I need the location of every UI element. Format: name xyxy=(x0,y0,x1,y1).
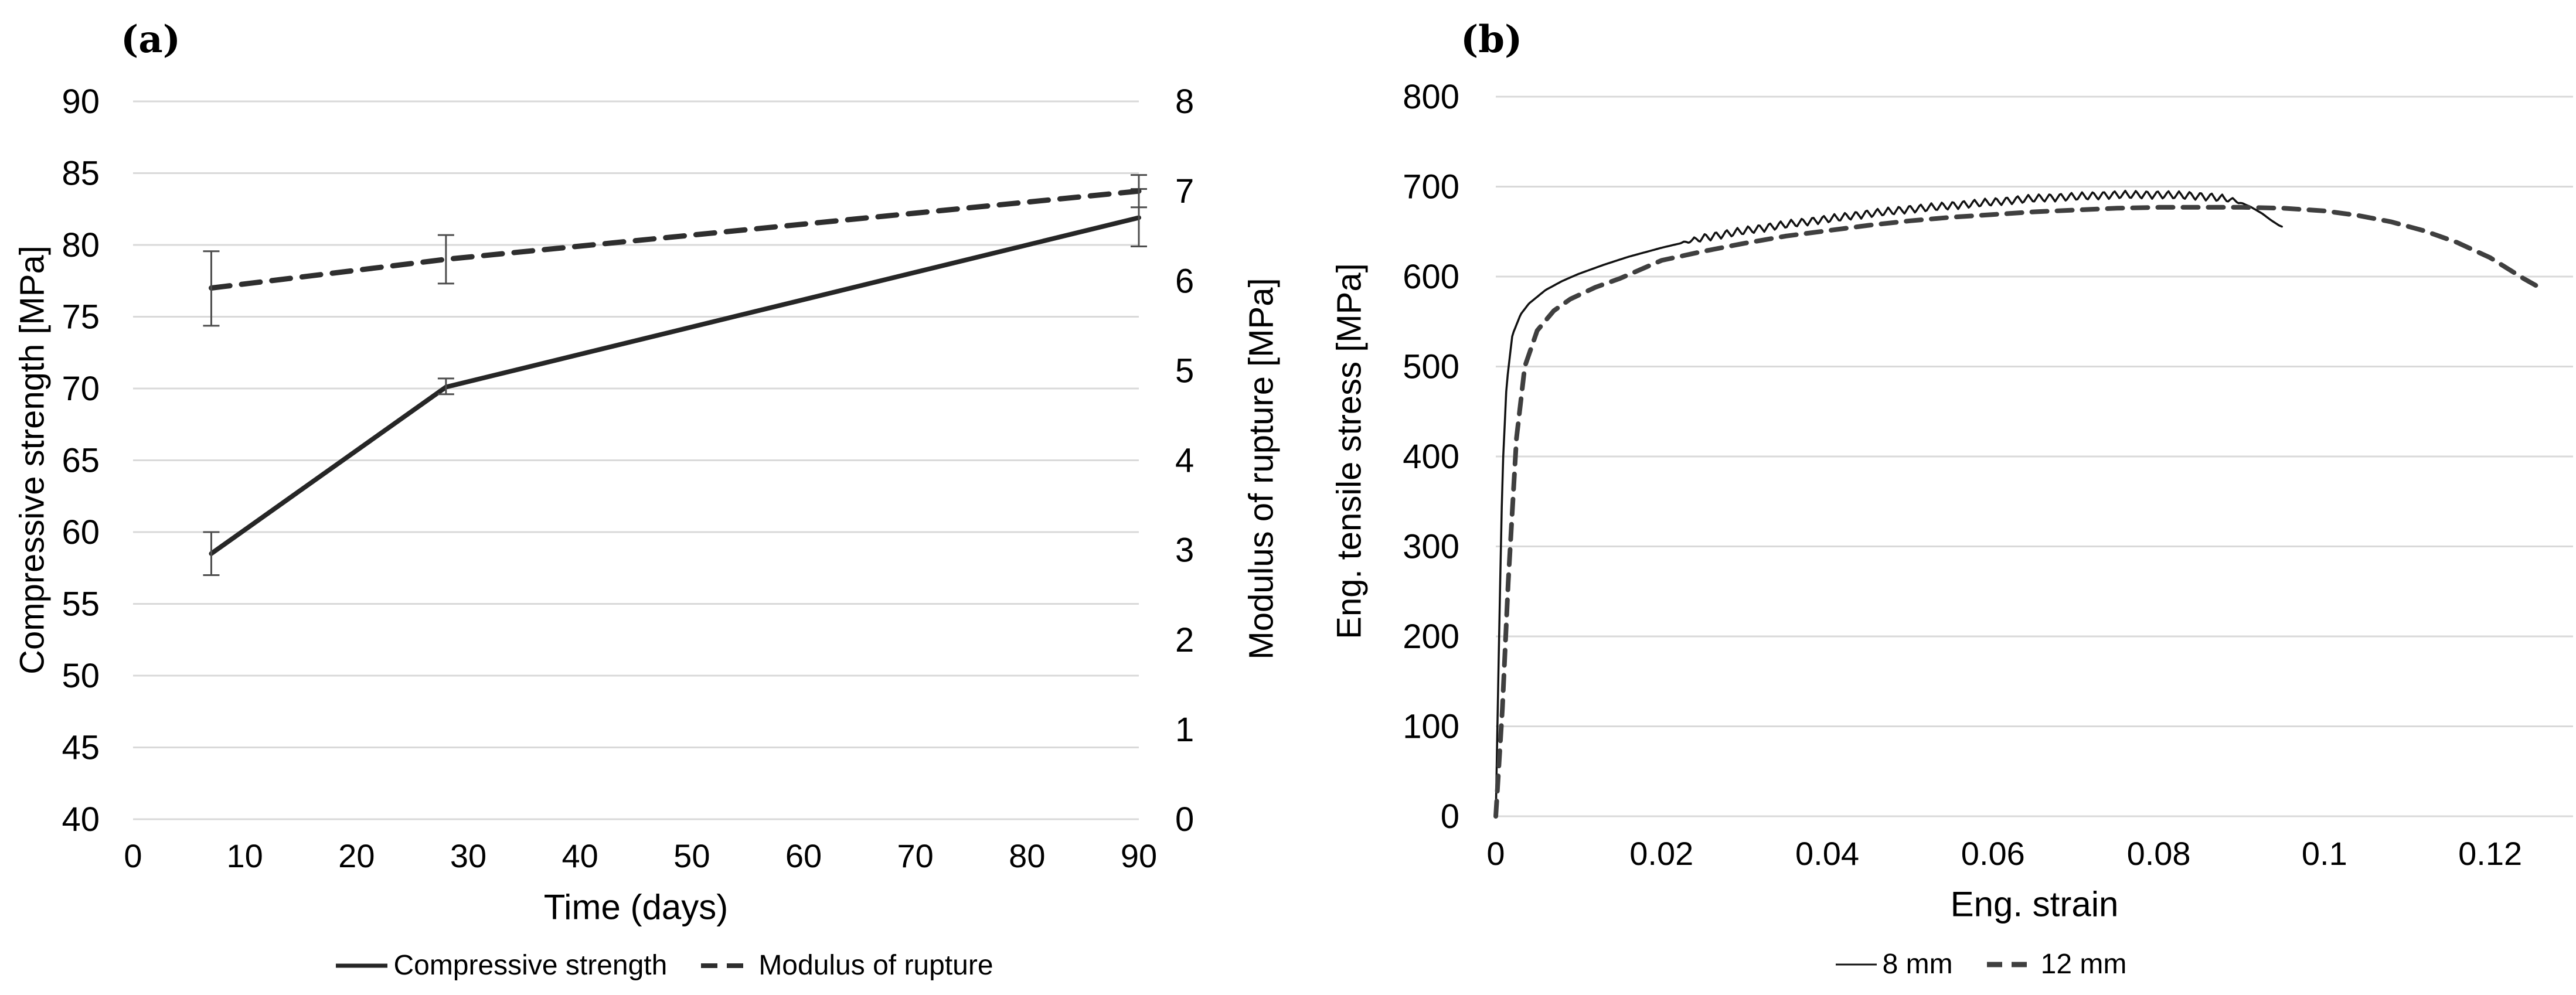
y-tick-label-right: 7 xyxy=(1175,172,1194,210)
error-bar xyxy=(437,377,454,396)
y-tick-label-left: 75 xyxy=(62,298,100,336)
series-curve-8-mm xyxy=(1495,189,2283,817)
panel-a-label: (a) xyxy=(121,18,181,62)
y-tick-label-left: 80 xyxy=(62,226,100,264)
x-tick-label: 0.08 xyxy=(2127,835,2191,872)
legend-panel-a: Compressive strength Modulus of rupture xyxy=(161,949,1167,982)
stress-strain-chart: 800 700 600 500 400 300 200 100 00 0.02 0.04 0.06 0.… xyxy=(1403,78,2573,872)
thin-solid-line-sample-icon xyxy=(1835,963,1877,965)
y-tick-label: 800 xyxy=(1403,78,1459,116)
y-tick-label-left: 90 xyxy=(62,83,100,121)
y-tick-label-right: 2 xyxy=(1175,621,1194,659)
legend-label-8mm: 8 mm xyxy=(1882,949,1953,980)
y-tick-label-right: 0 xyxy=(1175,800,1194,839)
legend-item-modulus-of-rupture: Modulus of rupture xyxy=(700,949,993,982)
legend-item-8mm: 8 mm xyxy=(1835,948,1953,980)
error-bar xyxy=(1131,174,1147,209)
x-tick-label: 80 xyxy=(1009,837,1045,874)
x-tick-label: 0.04 xyxy=(1795,835,1859,872)
y-tick-label: 0 xyxy=(1441,798,1459,836)
legend-label-compressive-strength: Compressive strength xyxy=(393,950,668,981)
series-curve-12-mm xyxy=(1493,205,2547,819)
x-tick-label: 0.06 xyxy=(1961,835,2025,872)
x-tick-label: 50 xyxy=(673,837,710,874)
y-tick-label-left: 55 xyxy=(62,585,100,623)
x-tick-label: 20 xyxy=(338,837,375,874)
x-tick-label: 10 xyxy=(227,837,263,874)
y-tick-label-right: 6 xyxy=(1175,262,1194,300)
panel-b-label: (b) xyxy=(1461,18,1523,62)
y-tick-label: 500 xyxy=(1403,348,1459,386)
y-tick-label: 600 xyxy=(1403,258,1459,296)
legend-label-modulus-of-rupture: Modulus of rupture xyxy=(758,950,993,981)
y-tick-label-left: 65 xyxy=(62,442,100,480)
y-tick-label: 700 xyxy=(1403,168,1459,206)
error-bar xyxy=(437,234,454,285)
dashed-line-sample-icon xyxy=(701,963,753,968)
x-axis-title-eng-strain: Eng. strain xyxy=(1950,884,2119,924)
y-tick-label-right: 5 xyxy=(1175,352,1194,390)
legend-label-12mm: 12 mm xyxy=(2040,949,2127,980)
y-tick-label: 300 xyxy=(1403,528,1459,566)
y-tick-label-left: 40 xyxy=(62,800,100,839)
y-axis-title-eng-tensile-stress: Eng. tensile stress [MPa] xyxy=(1330,263,1369,639)
y-axis-title-compressive-strength: Compressive strength [MPa] xyxy=(13,246,52,674)
series-line-modulus-of-rupture xyxy=(208,188,1142,291)
y-tick-label-left: 70 xyxy=(62,370,100,408)
error-bar xyxy=(203,250,220,327)
x-tick-label: 0 xyxy=(1486,835,1505,872)
legend-panel-b: 8 mm 12 mm xyxy=(1442,948,2519,980)
y-tick-label-right: 3 xyxy=(1175,531,1194,570)
y-tick-label-right: 8 xyxy=(1175,83,1194,121)
x-tick-label: 40 xyxy=(562,837,598,874)
solid-line-sample-icon xyxy=(336,963,388,967)
y-tick-label-left: 60 xyxy=(62,513,100,551)
y-axis-title-modulus-of-rupture: Modulus of rupture [MPa] xyxy=(1242,278,1281,660)
series-line-compressive-strength xyxy=(209,215,1141,556)
y-tick-label: 100 xyxy=(1403,708,1459,746)
legend-item-compressive-strength: Compressive strength xyxy=(335,949,667,982)
thick-dashed-line-sample-icon xyxy=(1986,962,2035,967)
x-tick-label: 70 xyxy=(897,837,934,874)
y-tick-label-left: 50 xyxy=(62,657,100,695)
error-bar xyxy=(203,531,220,576)
legend-item-12mm: 12 mm xyxy=(1986,948,2127,980)
y-tick-label-right: 1 xyxy=(1175,711,1194,749)
x-tick-label: 0.1 xyxy=(2302,835,2347,872)
x-tick-label: 0 xyxy=(124,837,142,874)
x-tick-label: 30 xyxy=(450,837,486,874)
y-tick-label-left: 85 xyxy=(62,155,100,193)
y-tick-label: 200 xyxy=(1403,618,1459,656)
y-tick-label: 400 xyxy=(1403,438,1459,476)
y-tick-label-left: 45 xyxy=(62,729,100,767)
x-tick-label: 0.02 xyxy=(1629,835,1693,872)
x-tick-label: 60 xyxy=(785,837,822,874)
y-tick-label-right: 4 xyxy=(1175,442,1194,480)
x-tick-label: 0.12 xyxy=(2458,835,2522,872)
x-tick-label: 90 xyxy=(1121,837,1157,874)
x-axis-title-time-days: Time (days) xyxy=(543,887,729,927)
